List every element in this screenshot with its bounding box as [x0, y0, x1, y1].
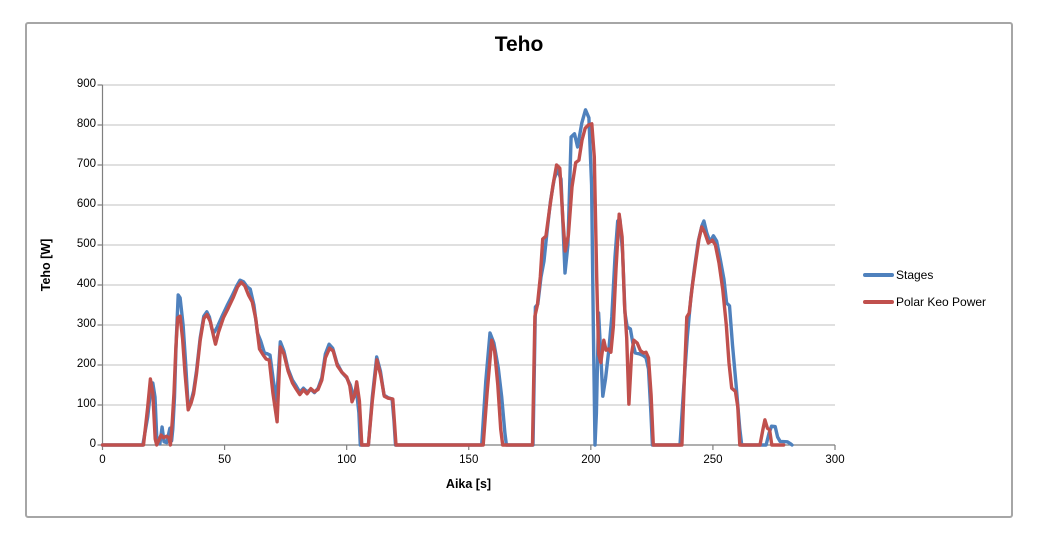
legend-line-swatch: [863, 299, 894, 304]
x-tick-label: 50: [218, 454, 231, 466]
x-tick-label: 250: [703, 454, 723, 466]
x-tick-label: 100: [337, 454, 357, 466]
chart-frame: [25, 22, 1013, 518]
legend-label: Stages: [896, 267, 934, 282]
x-tick-label: 300: [825, 454, 845, 466]
chart-title: Teho: [494, 33, 544, 56]
y-tick-label: 600: [76, 198, 96, 210]
y-tick-label: 700: [76, 158, 96, 170]
x-tick-label: 200: [581, 454, 601, 466]
y-tick-label: 400: [76, 278, 96, 290]
x-axis-title: Aika [s]: [445, 477, 492, 491]
y-tick-label: 900: [76, 78, 96, 90]
legend-item: Polar Keo Power: [863, 288, 986, 315]
series-line-polar-keo-power: [100, 122, 786, 447]
y-tick-label: 800: [76, 118, 96, 130]
y-tick-label: 100: [76, 398, 96, 410]
y-tick-label: 300: [76, 318, 96, 330]
y-tick-label: 500: [76, 238, 96, 250]
y-tick-label: 0: [89, 438, 96, 450]
legend-item: Stages: [863, 261, 986, 288]
legend: Stages Polar Keo Power: [863, 261, 986, 315]
x-tick-label: 150: [459, 454, 479, 466]
x-tick-label: 0: [99, 454, 106, 466]
legend-label: Polar Keo Power: [896, 294, 987, 309]
series-line-stages: [100, 108, 794, 447]
legend-line-swatch: [863, 272, 894, 277]
y-tick-label: 200: [76, 358, 96, 370]
